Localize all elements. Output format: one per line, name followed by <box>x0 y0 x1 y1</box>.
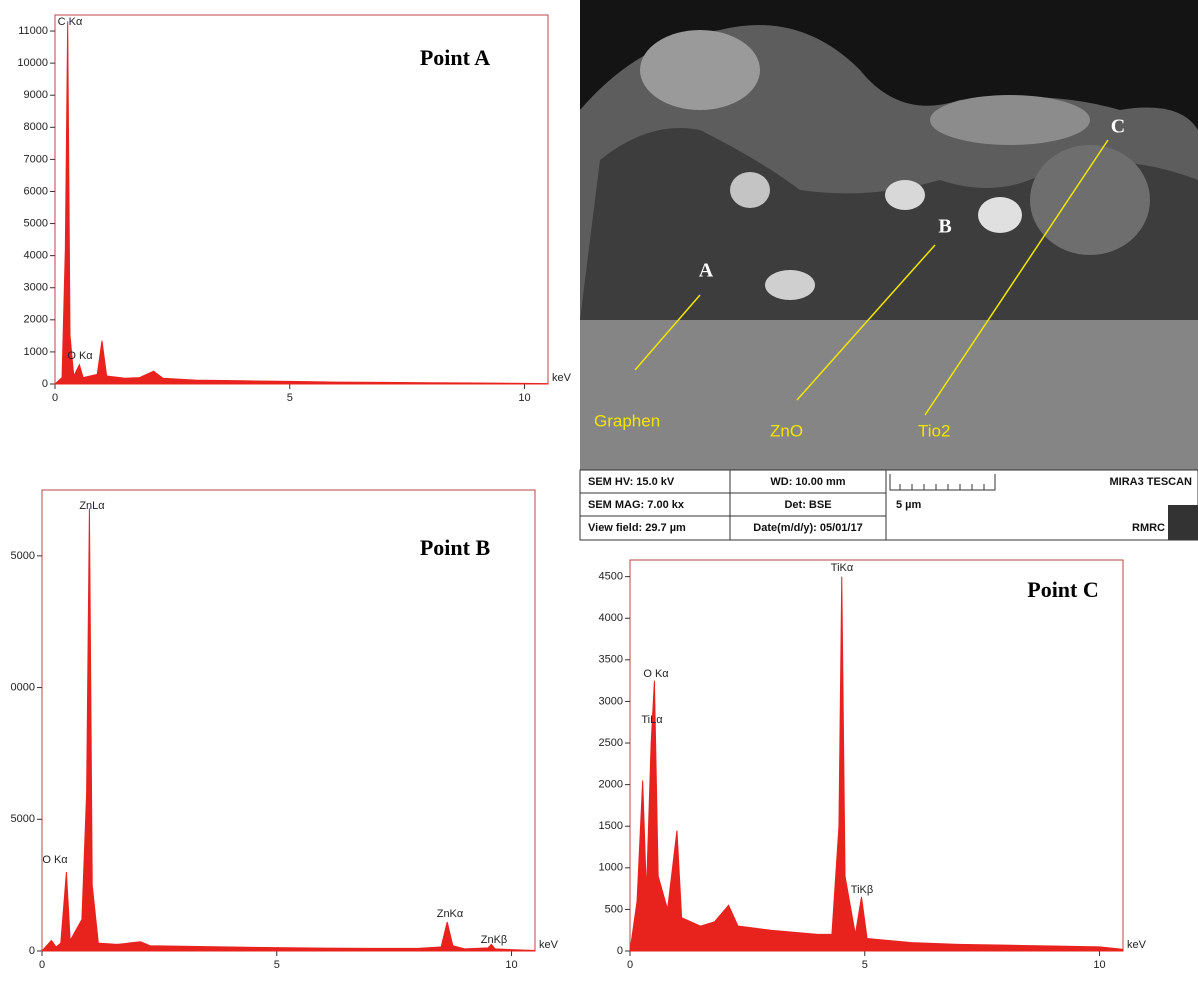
y-tick-label: 4000 <box>24 250 48 262</box>
y-tick-label: 3500 <box>599 654 623 666</box>
y-tick-label: 500 <box>605 903 623 915</box>
y-tick-label: 7000 <box>24 153 48 165</box>
scale-bar <box>889 474 996 491</box>
sem-blob <box>930 95 1090 145</box>
y-tick-label: 1000 <box>24 346 48 358</box>
info-text: WD: 10.00 mm <box>770 476 845 488</box>
spectrum <box>40 508 536 952</box>
y-tick-label: 1000 <box>599 862 623 874</box>
x-unit: keV <box>552 372 572 384</box>
sem-image: A B C Graphen ZnO Tio2 <box>579 0 1198 541</box>
y-tick-label: 1500 <box>599 820 623 832</box>
x-unit: keV <box>1127 939 1147 951</box>
y-tick-label: 2000 <box>599 779 623 791</box>
sem-blob <box>730 172 770 208</box>
y-tick-label: 5000 <box>24 217 48 229</box>
y-tick-label: 11000 <box>18 25 48 37</box>
sem-blob <box>640 30 760 110</box>
y-tick-label: 2000 <box>24 314 48 326</box>
pointer-line <box>634 294 701 371</box>
material-label: Graphen <box>594 411 660 430</box>
x-tick-label: 5 <box>274 959 280 971</box>
info-text: SEM HV: 15.0 kV <box>588 476 675 488</box>
info-text: Det: BSE <box>784 499 831 511</box>
logo <box>1168 505 1198 540</box>
info-text: MIRA3 TESCAN <box>1109 476 1192 488</box>
chart-title: Point B <box>420 535 491 560</box>
y-tick-label: 4000 <box>599 612 623 624</box>
chart-title: Point C <box>1027 577 1099 602</box>
sem-blob <box>1030 145 1150 255</box>
x-tick-label: 0 <box>39 959 45 971</box>
plot-frame <box>54 14 549 385</box>
point-label: A <box>699 260 714 282</box>
peak-label: ZnKα <box>437 908 464 920</box>
x-tick-label: 10 <box>1093 959 1105 971</box>
info-text: Date(m/d/y): 05/01/17 <box>753 522 862 534</box>
sem-substrate <box>580 320 1198 470</box>
x-tick-label: 0 <box>627 959 633 971</box>
peak-label: C Kα <box>58 16 83 28</box>
y-tick-label: 0000 <box>11 681 35 693</box>
chart-title: Point A <box>420 45 490 70</box>
x-tick-label: 0 <box>52 392 58 404</box>
y-tick-label: 4500 <box>599 571 623 583</box>
sem-blob <box>885 180 925 210</box>
y-tick-label: 3000 <box>24 282 48 294</box>
spectrum <box>53 21 549 385</box>
pointer-line <box>924 139 1109 416</box>
y-tick-label: 3000 <box>599 695 623 707</box>
material-label: Tio2 <box>918 421 950 440</box>
y-tick-label: 10000 <box>17 57 48 69</box>
spectrum <box>629 576 1124 952</box>
material-label: ZnO <box>770 421 803 440</box>
info-text: RMRC <box>1132 522 1165 534</box>
info-text: 5 µm <box>896 499 922 511</box>
point-label: C <box>1111 116 1125 138</box>
y-tick-label: 0 <box>617 945 623 957</box>
info-text: View field: 29.7 µm <box>588 522 686 534</box>
peak-label: O Kα <box>67 350 93 362</box>
info-bar <box>579 469 1198 541</box>
peak-label: TiLα <box>641 714 663 726</box>
point-label: B <box>938 216 951 238</box>
pointer-line <box>796 244 936 401</box>
y-tick-label: 9000 <box>24 89 48 101</box>
x-tick-label: 5 <box>287 392 293 404</box>
peak-label: TiKβ <box>851 884 873 896</box>
peak-label: O Kα <box>643 668 669 680</box>
peak-label: TiKα <box>831 562 854 574</box>
x-tick-label: 5 <box>862 959 868 971</box>
y-tick-label: 5000 <box>11 813 35 825</box>
x-tick-label: 10 <box>505 959 517 971</box>
y-tick-label: 0 <box>29 945 35 957</box>
sem-blob <box>978 197 1022 233</box>
x-unit: keV <box>539 939 559 951</box>
y-tick-label: 2500 <box>599 737 623 749</box>
y-tick-label: 5000 <box>11 550 35 562</box>
y-tick-label: 6000 <box>24 185 48 197</box>
y-tick-label: 0 <box>42 378 48 390</box>
sem-blob <box>765 270 815 300</box>
plot-frame <box>629 559 1124 952</box>
info-text: SEM MAG: 7.00 kx <box>588 499 685 511</box>
peak-label: ZnLα <box>79 500 105 512</box>
peak-label: O Kα <box>42 854 68 866</box>
y-tick-label: 8000 <box>24 121 48 133</box>
peak-label: ZnKβ <box>481 934 508 946</box>
x-tick-label: 10 <box>518 392 530 404</box>
